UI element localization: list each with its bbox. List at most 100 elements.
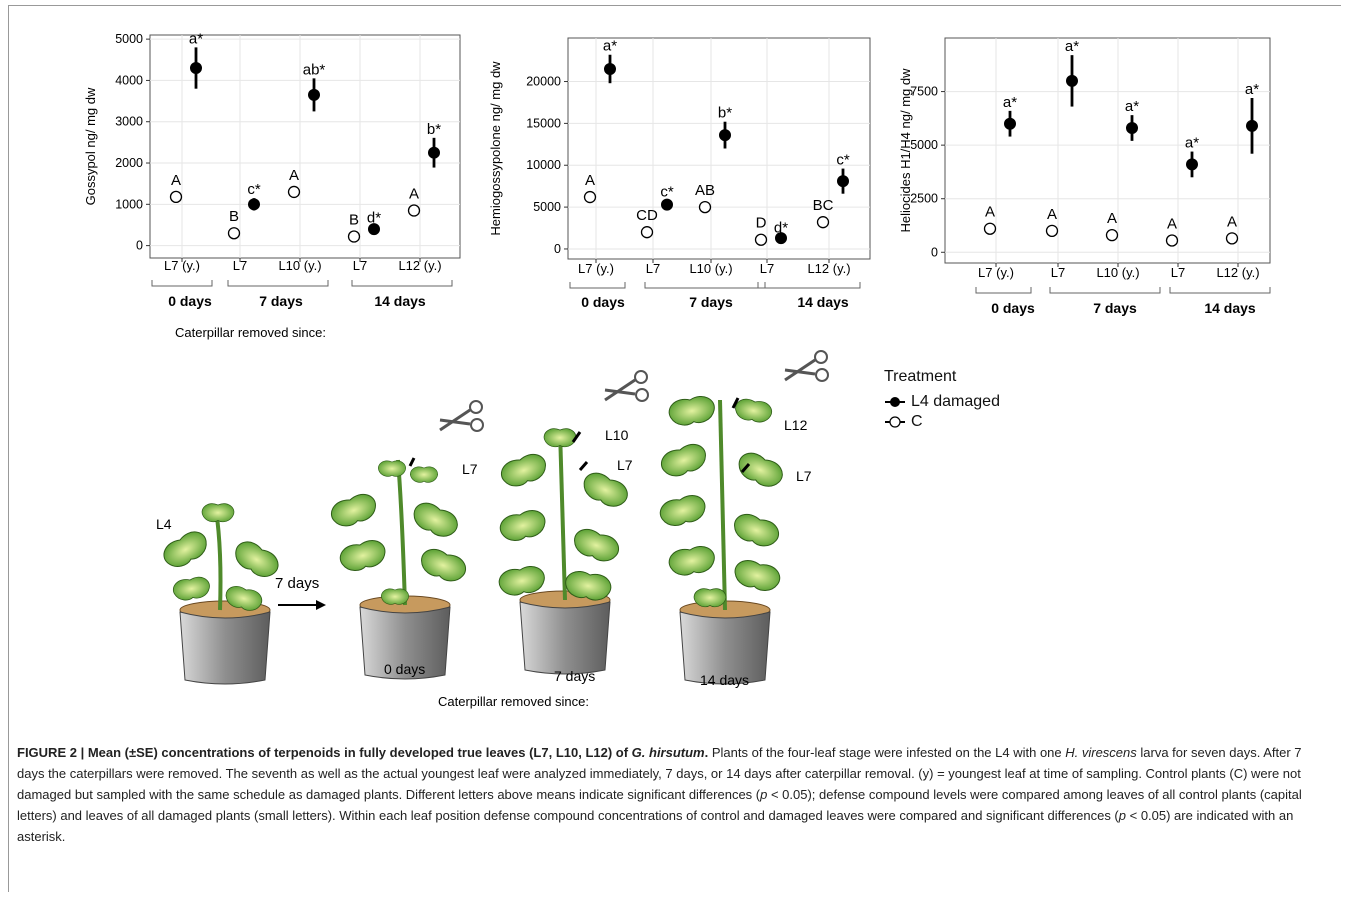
damaged-point-2 [719,129,731,142]
group-label-0: 0 days [168,293,212,309]
chart-2: 0 5000 10000 15000 20000 Hemiogossypolone ng/… [488,37,871,310]
group-bracket-0 [569,282,626,289]
damaged-point-0 [1004,117,1016,130]
ytick-label-1: 5000 [533,200,561,214]
control-sig-label-1: A [1047,206,1057,223]
control-sig-label-2: A [1107,210,1117,227]
ytick-label-0: 0 [931,245,938,259]
label-pot3: 14 days [700,672,749,688]
damaged-point-2 [308,88,320,101]
damaged-sig-label-4: a* [1245,81,1259,98]
plant-illustration: L4 7 days L7 0 days L10 L7 7 days [156,350,830,709]
control-point-4 [1225,232,1239,245]
damaged-sig-label-4: c* [836,152,850,169]
legend-control-symbol [885,416,905,428]
x-category-0: L7 (y.) [164,258,200,273]
chart-1: 0 1000 2000 3000 4000 5000 Gossypol ng/ mg dw L… [83,30,461,340]
damaged-sig-label-2: b* [718,105,732,122]
plant-14-days: L12 L7 14 days [657,350,830,688]
damaged-point-3 [368,223,380,236]
plot-area [149,34,461,259]
x-category-4: L12 (y.) [1216,265,1259,280]
legend-item-control: C [884,412,1000,432]
group-label-1: 7 days [689,294,733,310]
x-category-3: L7 [353,258,367,273]
label-plant3-l7: L7 [796,468,812,484]
group-bracket-0 [975,287,1032,294]
group-label-1: 7 days [259,293,303,309]
control-sig-label-0: A [171,172,181,189]
ytick-label-3: 7500 [910,85,938,99]
label-pot1: 0 days [384,661,425,677]
damaged-sig-label-2: ab* [303,61,326,78]
control-sig-label-3: B [349,212,359,229]
control-sig-label-1: B [229,208,239,225]
group-bracket-1 [644,282,766,289]
x-category-3: L7 [1171,265,1185,280]
x-category-2: L10 (y.) [689,261,732,276]
x-category-4: L12 (y.) [398,258,441,273]
control-point-0 [983,222,997,235]
damaged-sig-label-2: a* [1125,98,1139,115]
group-label-0: 0 days [581,294,625,310]
damaged-sig-label-3: d* [367,210,381,227]
figure-caption: FIGURE 2 | Mean (±SE) concentrations of … [17,742,1327,847]
damaged-sig-label-0: a* [603,38,617,55]
arrow-label: 7 days [275,575,319,592]
control-point-1 [640,226,654,239]
group-label-2: 14 days [374,293,426,309]
damaged-sig-label-3: d* [774,219,788,236]
control-sig-label-2: AB [695,182,715,199]
x-category-3: L7 [760,261,774,276]
caption-text-2: larva for seven days. After 7 days the c… [17,745,1302,802]
plant-7-days: L10 L7 7 days [496,369,650,684]
ytick-label-1: 2500 [910,192,938,206]
illustration-xlabel: Caterpillar removed since: [438,694,589,709]
label-plant2-l10: L10 [605,427,629,443]
control-sig-label-3: A [1167,216,1177,233]
ytick-label-0: 0 [554,242,561,256]
group-bracket-1 [227,280,329,287]
x-category-2: L10 (y.) [278,258,321,273]
ytick-label-2: 2000 [115,156,143,170]
control-point-3 [1165,234,1179,247]
damaged-sig-label-0: a* [189,30,203,47]
control-point-3 [347,230,361,243]
control-point-2 [1105,228,1119,242]
caption-p-1: p [760,787,768,802]
x-category-1: L7 [233,258,247,273]
control-sig-label-4: A [409,186,419,203]
control-sig-label-4: A [1227,213,1237,230]
control-sig-label-0: A [585,172,595,189]
ytick-label-3: 15000 [526,116,561,130]
figure-frame [8,5,1341,892]
control-sig-label-3: D [756,215,767,232]
label-pot2: 7 days [554,668,595,684]
x-category-2: L10 (y.) [1096,265,1139,280]
ytick-label-3: 3000 [115,115,143,129]
damaged-point-1 [1066,74,1078,87]
damaged-point-2 [1126,122,1138,134]
damaged-sig-label-1: a* [1065,38,1079,55]
plot-area [944,37,1271,264]
damaged-point-0 [190,62,202,75]
ytick-label-0: 0 [136,239,143,253]
caption-text-3: < 0.05); defense compound levels were co… [17,787,1302,823]
control-point-0 [169,190,183,204]
caption-p-2: p [1118,808,1126,823]
control-sig-label-4: BC [813,197,834,214]
group-bracket-0 [151,280,213,287]
group-label-2: 14 days [797,294,849,310]
control-point-1 [227,227,241,240]
control-sig-label-0: A [985,204,995,221]
legend: Treatment L4 damaged C [884,368,1000,432]
x-category-1: L7 [1051,265,1065,280]
damaged-sig-label-0: a* [1003,94,1017,111]
ytick-label-5: 5000 [115,32,143,46]
x-category-4: L12 (y.) [807,261,850,276]
damaged-sig-label-4: b* [427,121,441,138]
legend-damaged-symbol [885,397,905,407]
control-point-3 [754,233,768,246]
damaged-point-1 [661,198,673,211]
